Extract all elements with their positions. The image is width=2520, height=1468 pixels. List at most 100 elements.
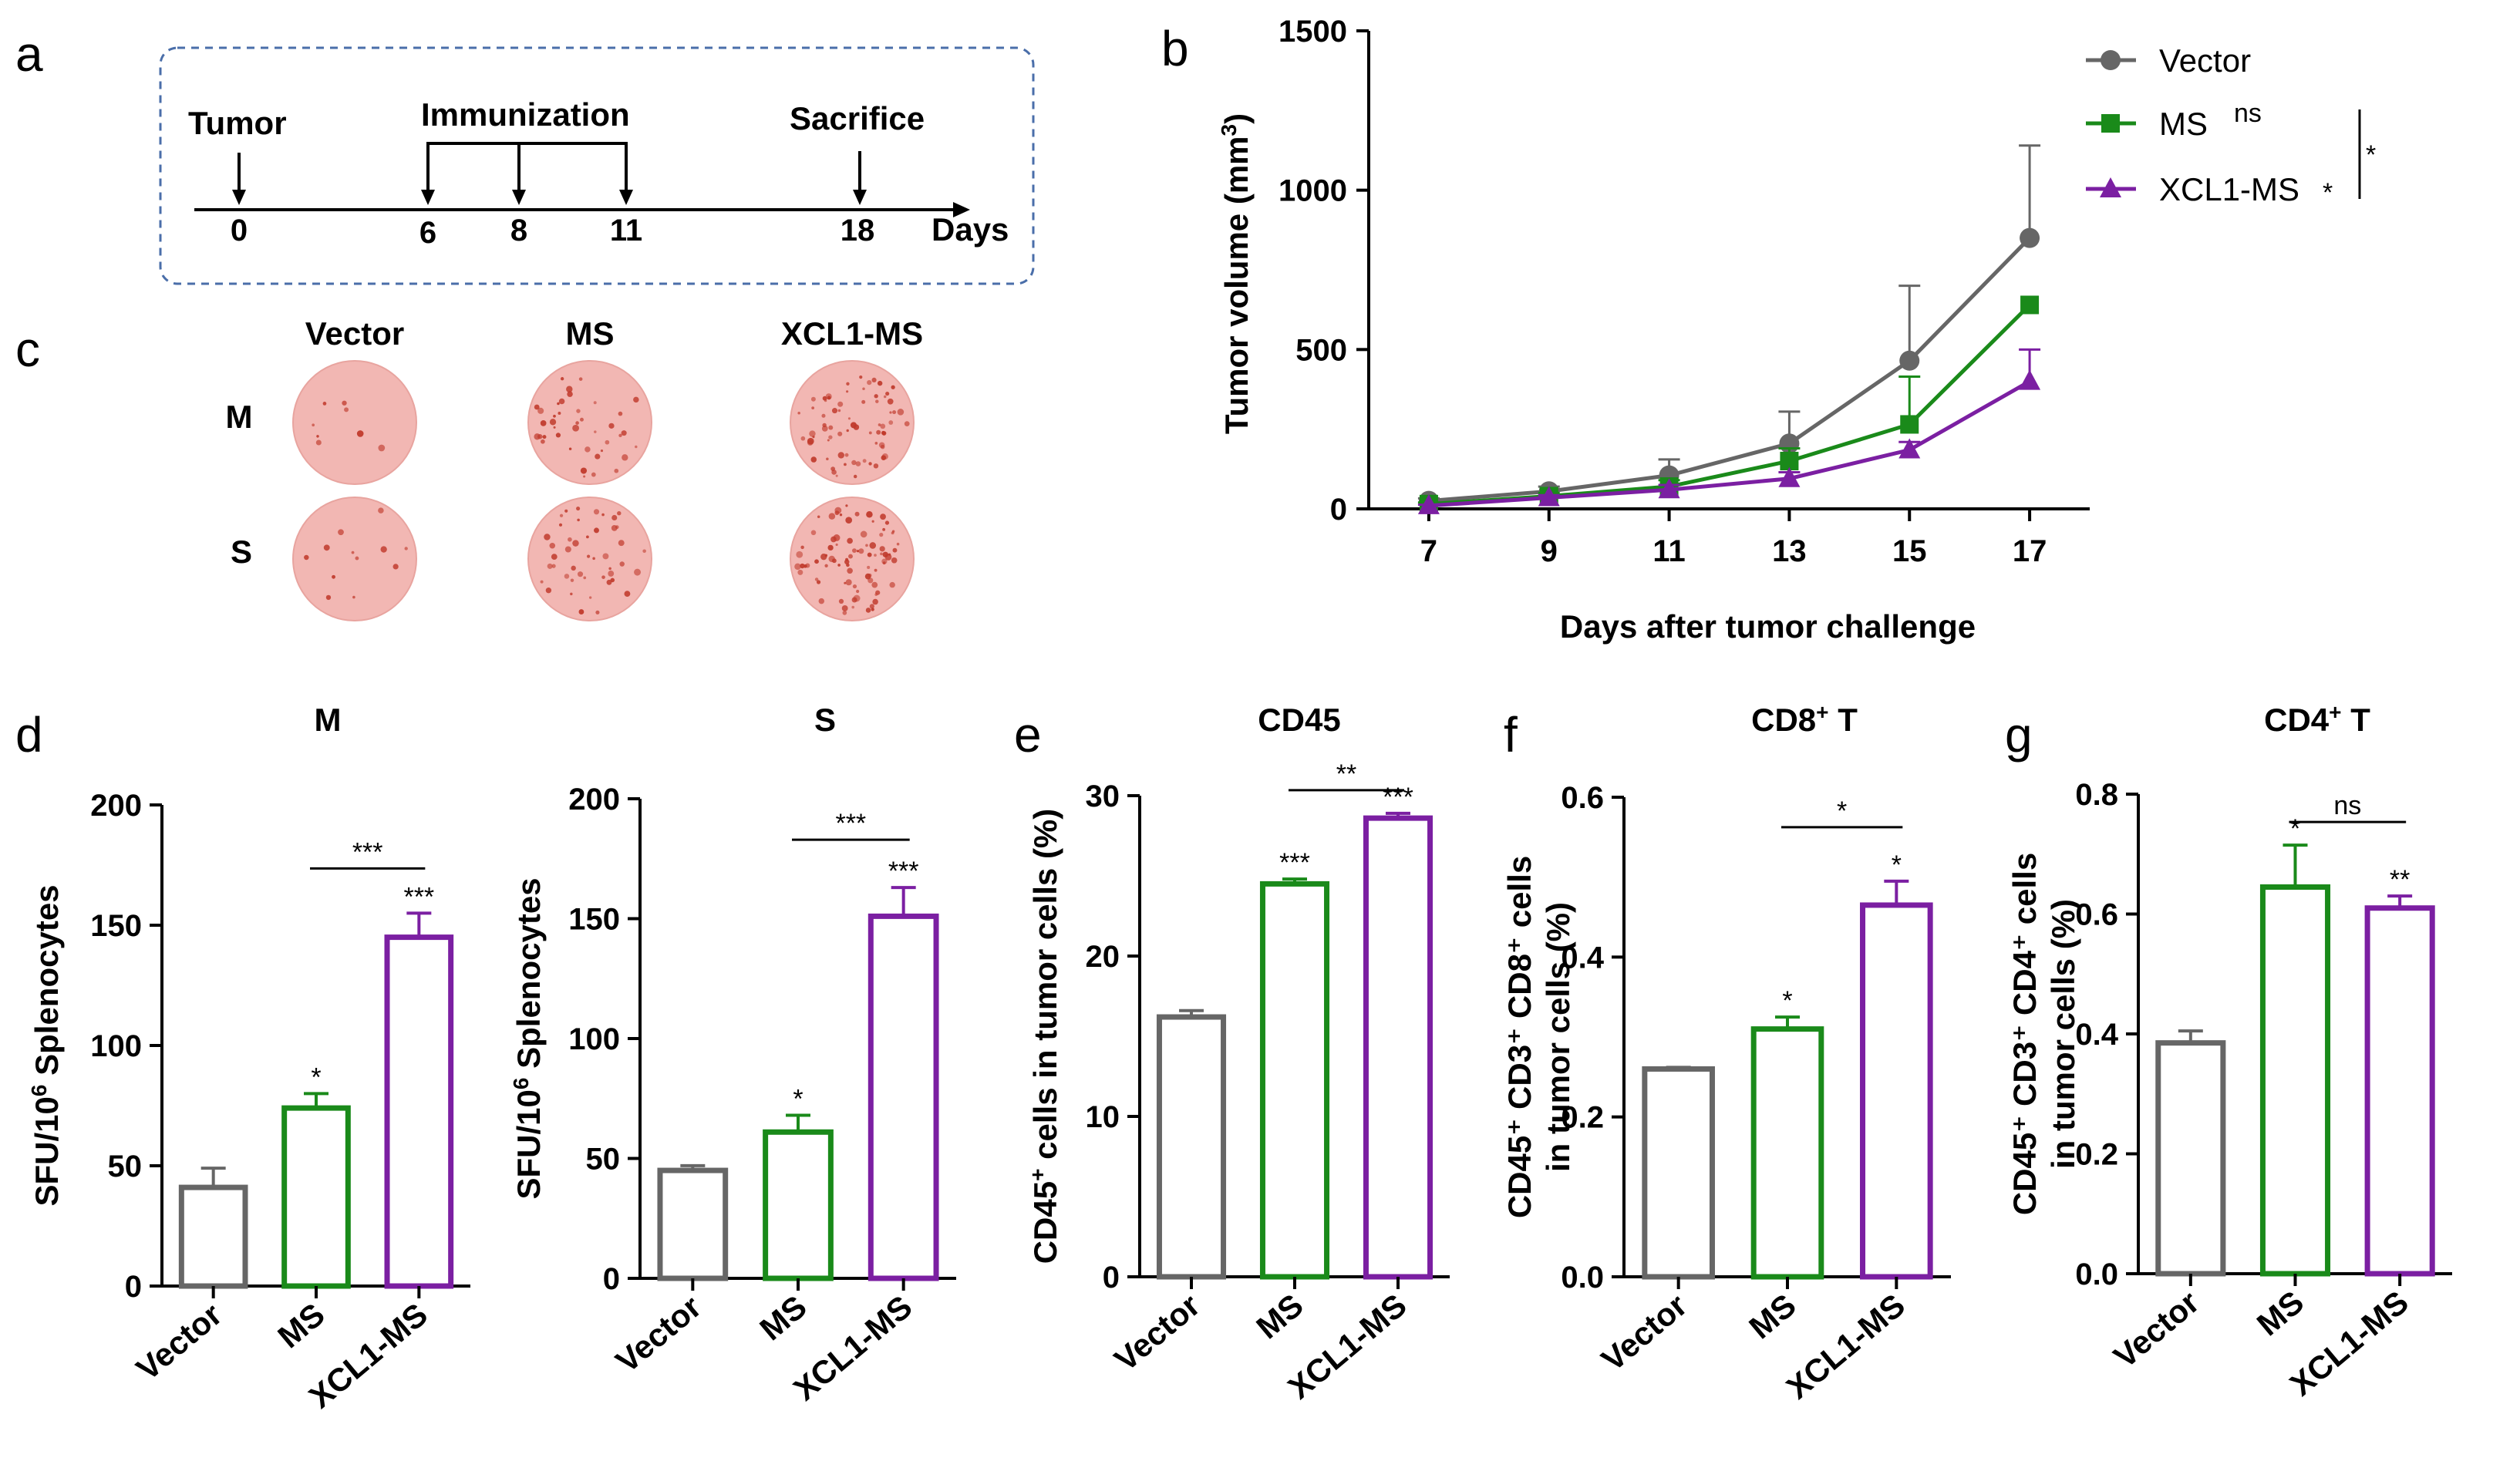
x-tick-label: 11 <box>1652 534 1685 568</box>
y-axis-title-line1: CD45⁺ CD3⁺ CD8⁺ cells <box>1501 856 1538 1218</box>
timeline-tick-6: 6 <box>419 216 436 250</box>
elispot-spot <box>875 399 879 403</box>
elispot-spot <box>555 433 561 438</box>
elispot-spot <box>891 385 895 389</box>
legend-label: XCL1-MS <box>2159 171 2299 207</box>
elispot-spot <box>820 554 827 561</box>
tumor-volume-chart: 0 500 1000 1500 7 9 11 13 15 17 Days after tumor c… <box>1217 15 2377 645</box>
elispot-spot <box>595 610 600 614</box>
legend-annotation: ns <box>2234 99 2262 128</box>
elispot-spot <box>847 567 853 574</box>
elispot-spot <box>844 453 849 457</box>
elispot-spot <box>624 591 631 598</box>
significance-label: *** <box>1279 848 1310 877</box>
elispot-spot <box>572 540 579 547</box>
elispot-spot <box>871 581 878 588</box>
chart-title: CD45 <box>1258 702 1340 738</box>
x-tick-label: MS <box>753 1288 813 1347</box>
elispot-spot <box>853 474 857 479</box>
elispot-spot <box>534 404 540 410</box>
data-point <box>1898 438 1921 459</box>
elispot-spot <box>797 569 804 575</box>
elispot-spot <box>580 467 588 474</box>
panel-letter-d: d <box>15 707 43 763</box>
bar <box>1363 815 1434 1280</box>
y-tick-label: 1500 <box>1279 15 1347 49</box>
x-tick-label: Vector <box>1595 1287 1694 1379</box>
elispot-spot <box>904 421 910 427</box>
elispot-spot <box>859 375 863 379</box>
elispot-spot <box>557 402 560 406</box>
elispot-spot <box>844 463 847 466</box>
elispot-spot <box>588 596 592 599</box>
elispot-spot <box>839 513 843 517</box>
elispot-spot <box>860 530 868 538</box>
elispot-spot <box>796 550 804 558</box>
elispot-spot <box>608 567 611 571</box>
x-tick-label: MS <box>271 1296 331 1355</box>
elispot-spot <box>812 436 815 439</box>
elispot-spot <box>841 605 848 611</box>
elispot-spot <box>553 426 556 429</box>
elispot-spot <box>618 433 622 438</box>
elispot-spot <box>378 444 386 452</box>
elispot-spot <box>564 574 570 579</box>
y-tick-label: 0.6 <box>2075 898 2118 932</box>
elispot-spot <box>618 411 623 416</box>
elispot-well <box>527 360 652 485</box>
comparison-label: ** <box>1336 759 1356 789</box>
elispot-spot <box>881 455 887 460</box>
elispot-spot <box>874 593 878 596</box>
comparison-label: *** <box>352 837 383 867</box>
elispot-spot <box>874 394 878 399</box>
data-point <box>1900 415 1919 434</box>
data-point <box>1778 466 1801 487</box>
elispot-spot <box>591 472 596 477</box>
timeline-panel: Tumor Immunization Sacrifice 0 6 8 11 18… <box>159 46 1035 285</box>
elispot-spot <box>865 608 871 613</box>
legend-label: MS <box>2159 106 2208 142</box>
elispot-spot <box>392 564 399 570</box>
arrow-day8-head <box>512 190 526 205</box>
bar <box>763 1129 834 1281</box>
elispot-spot <box>874 554 877 557</box>
elispot-spot <box>866 511 873 518</box>
data-point <box>1417 493 1440 514</box>
y-tick-label: 50 <box>586 1143 621 1177</box>
elispot-col-ms: MS <box>566 315 615 352</box>
elispot-spot <box>322 402 327 406</box>
elispot-col-vector: Vector <box>305 315 404 352</box>
elispot-spot <box>837 452 844 459</box>
panel-letter-c: c <box>15 322 40 377</box>
bar <box>281 1105 351 1289</box>
y-axis-title: SFU/106 Splenocytes <box>27 884 66 1206</box>
elispot-spot <box>542 435 547 439</box>
y-tick-label: 150 <box>568 903 620 937</box>
x-tick-label: XCL1-MS <box>787 1288 918 1408</box>
elispot-spot <box>864 573 871 580</box>
elispot-spot <box>885 392 890 396</box>
y-axis-title-line2: in tumor cells (%) <box>1540 902 1576 1172</box>
elispot-spot <box>605 439 610 445</box>
x-tick-label: 15 <box>1892 534 1927 568</box>
elispot-spot <box>355 556 359 561</box>
elispot-spot <box>342 400 347 406</box>
y-tick-label: 0.2 <box>2075 1138 2118 1172</box>
legend-marker <box>2100 177 2121 197</box>
elispot-spot <box>594 430 597 433</box>
elispot-spot <box>889 581 895 588</box>
elispot-spot <box>602 553 609 560</box>
elispot-spot <box>551 554 558 561</box>
elispot-spot <box>564 509 568 513</box>
y-tick-label: 150 <box>90 909 142 943</box>
y-tick-label: 50 <box>108 1150 143 1183</box>
elispot-spot <box>332 574 335 579</box>
elispot-spot <box>821 413 826 418</box>
legend-label: Vector <box>2159 42 2251 79</box>
elispot-spot <box>852 548 857 554</box>
y-tick-label: 0 <box>1103 1261 1120 1295</box>
elispot-spot <box>404 547 408 550</box>
elispot-spot <box>593 509 600 515</box>
